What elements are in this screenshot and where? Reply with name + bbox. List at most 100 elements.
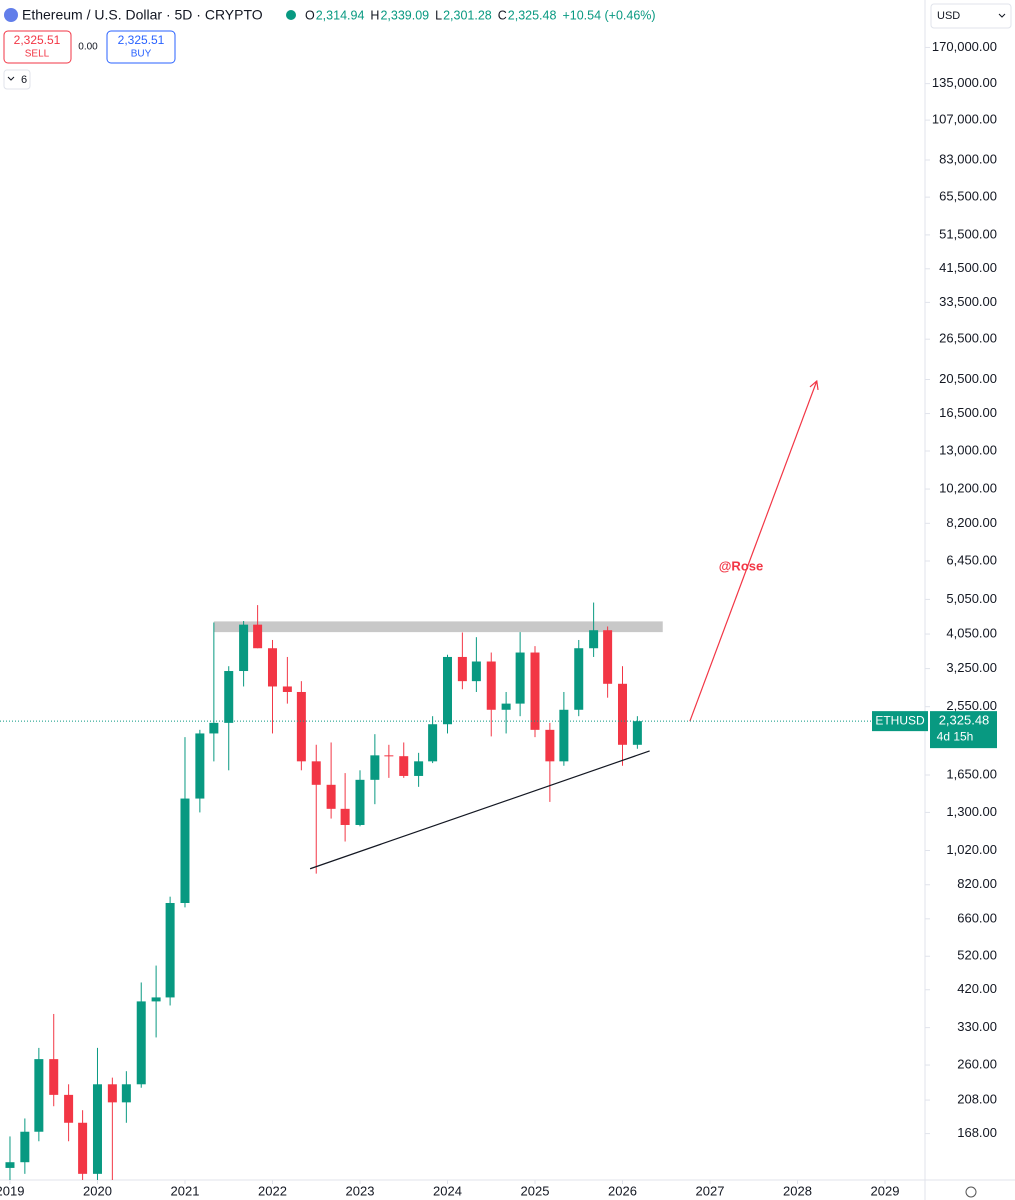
spread: 0.00: [78, 42, 98, 53]
eth-icon: [4, 8, 18, 22]
indicators-count: 6: [21, 74, 27, 86]
y-tick-label: 3,250.00: [946, 660, 997, 675]
candle-body: [267, 648, 277, 687]
buy-price: 2,325.51: [118, 33, 165, 47]
y-tick-label: 1,650.00: [946, 766, 997, 781]
ohlc-value: 2,301.28: [443, 8, 492, 22]
y-tick-label: 170,000.00: [932, 39, 997, 54]
candle-body: [326, 784, 336, 809]
ohlc-key: H: [370, 8, 379, 22]
x-tick-label: 2025: [521, 1183, 550, 1198]
candle-body: [442, 656, 452, 725]
candle-body: [121, 1084, 131, 1103]
y-tick-label: 168.00: [957, 1125, 997, 1140]
y-tick-label: 8,200.00: [946, 515, 997, 530]
candle-body: [545, 729, 555, 762]
y-tick-label: 16,500.00: [939, 405, 997, 420]
x-tick-label: 2019: [0, 1183, 24, 1198]
annotation: @Rose: [719, 559, 763, 574]
y-tick-label: 660.00: [957, 910, 997, 925]
arrow-head: [809, 379, 819, 391]
y-tick-label: 41,500.00: [939, 260, 997, 275]
candle-body: [399, 756, 409, 776]
x-tick-label: 2020: [83, 1183, 112, 1198]
market-status: [286, 10, 296, 20]
candle-body: [5, 1162, 15, 1168]
header: Ethereum / U.S. Dollar · 5D · CRYPTO 2,3…: [3, 3, 1012, 1198]
sell-price: 2,325.51: [14, 33, 61, 47]
buy-button[interactable]: [106, 30, 176, 64]
buy-label: BUY: [131, 49, 152, 60]
indicators-toggle[interactable]: [3, 69, 31, 90]
candle-body: [239, 624, 249, 672]
y-tick-label: 135,000.00: [932, 75, 997, 90]
candle-body: [49, 1059, 59, 1095]
y-tick-label: 208.00: [957, 1092, 997, 1107]
candle-body: [559, 709, 569, 762]
x-tick-label: 2023: [346, 1183, 375, 1198]
candle-body: [224, 671, 234, 723]
symbol-tag: [872, 711, 928, 732]
candle-body: [355, 779, 365, 825]
x-tick-label: 2024: [433, 1183, 462, 1198]
candle-body: [589, 630, 599, 649]
y-tick-label: 820.00: [957, 876, 997, 891]
trend-line: [309, 750, 650, 870]
candle-body: [632, 721, 642, 745]
y-tick-label: 6,450.00: [946, 552, 997, 567]
y-tick-label: 1,300.00: [946, 804, 997, 819]
last-price-label: 2,325.48: [939, 713, 990, 728]
candle-body: [151, 997, 161, 1002]
sell-button[interactable]: [3, 30, 72, 64]
candle-body: [165, 902, 175, 998]
candle-body: [471, 661, 481, 682]
candle-body: [618, 683, 628, 745]
y-tick-label: 33,500.00: [939, 294, 997, 309]
y-tick-label: 26,500.00: [939, 331, 997, 346]
currency: USD: [937, 10, 960, 22]
candle-body: [107, 1084, 117, 1103]
chevron: [7, 76, 15, 81]
candle-body: [384, 755, 394, 757]
y-tick-label: 51,500.00: [939, 226, 997, 241]
ohlc-key: L: [435, 8, 442, 22]
candle-body: [457, 656, 467, 682]
candle-body: [136, 1001, 146, 1085]
currency-select[interactable]: [930, 3, 1012, 29]
symbol-title[interactable]: Ethereum / U.S. Dollar · 5D · CRYPTO: [22, 7, 263, 23]
candle-body: [370, 755, 380, 780]
candle-body: [311, 761, 321, 785]
ohlc-key: O: [305, 8, 315, 22]
chevron: [998, 13, 1006, 18]
candle-body: [253, 624, 263, 649]
settings-icon[interactable]: [965, 1186, 977, 1198]
y-tick-label: 20,500.00: [939, 371, 997, 386]
countdown: 4d 15h: [937, 729, 974, 743]
candle-body: [486, 661, 496, 710]
candle-body: [296, 691, 306, 762]
y-tick-label: 5,050.00: [946, 591, 997, 606]
candle-body: [501, 703, 511, 710]
y-tick-label: 10,200.00: [939, 480, 997, 495]
candle-body: [530, 652, 540, 730]
y-tick-label: 420.00: [957, 981, 997, 996]
candle-body: [78, 1122, 88, 1174]
y-tick-label: 260.00: [957, 1056, 997, 1071]
candle-body: [515, 652, 525, 704]
symbol-tag-label: ETHUSD: [875, 713, 925, 727]
y-tick-label: 330.00: [957, 1019, 997, 1034]
ohlc-key: C: [498, 8, 507, 22]
candle-body: [64, 1094, 74, 1123]
x-tick-label: 2022: [258, 1183, 287, 1198]
y-tick-label: 4,050.00: [946, 625, 997, 640]
resistance-zone: [213, 621, 663, 633]
x-tick-label: 2028: [783, 1183, 812, 1198]
change: +10.54 (+0.46%): [562, 8, 655, 22]
candle-body: [20, 1131, 30, 1163]
candle-body: [180, 798, 190, 903]
candle-body: [340, 808, 350, 825]
candle-body: [428, 724, 438, 762]
y-tick-label: 83,000.00: [939, 151, 997, 166]
